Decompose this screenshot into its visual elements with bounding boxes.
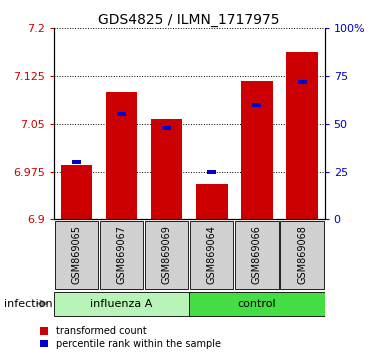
Text: GSM869069: GSM869069	[162, 225, 172, 284]
FancyBboxPatch shape	[100, 221, 143, 289]
Bar	[72, 160, 81, 164]
Bar	[60, 165, 92, 219]
Text: control: control	[237, 298, 276, 309]
Bar	[151, 119, 183, 219]
Bar	[162, 126, 171, 130]
Bar	[252, 103, 262, 107]
Title: GDS4825 / ILMN_1717975: GDS4825 / ILMN_1717975	[98, 13, 280, 27]
Bar	[241, 81, 273, 219]
Bar	[106, 92, 137, 219]
Text: infection: infection	[4, 298, 52, 309]
FancyBboxPatch shape	[189, 292, 325, 315]
FancyBboxPatch shape	[145, 221, 188, 289]
Text: GSM869066: GSM869066	[252, 225, 262, 284]
Bar	[286, 52, 318, 219]
FancyBboxPatch shape	[190, 221, 233, 289]
FancyBboxPatch shape	[55, 221, 98, 289]
FancyBboxPatch shape	[235, 221, 279, 289]
Legend: transformed count, percentile rank within the sample: transformed count, percentile rank withi…	[40, 326, 221, 349]
Bar	[196, 184, 227, 219]
Text: GSM869065: GSM869065	[71, 225, 81, 284]
Text: GSM869068: GSM869068	[297, 225, 307, 284]
Bar	[298, 80, 306, 84]
FancyBboxPatch shape	[280, 221, 324, 289]
Bar	[117, 112, 126, 116]
Text: influenza A: influenza A	[90, 298, 153, 309]
FancyBboxPatch shape	[54, 292, 189, 315]
Text: GSM869067: GSM869067	[116, 225, 127, 284]
Text: GSM869064: GSM869064	[207, 225, 217, 284]
Bar	[207, 170, 216, 174]
